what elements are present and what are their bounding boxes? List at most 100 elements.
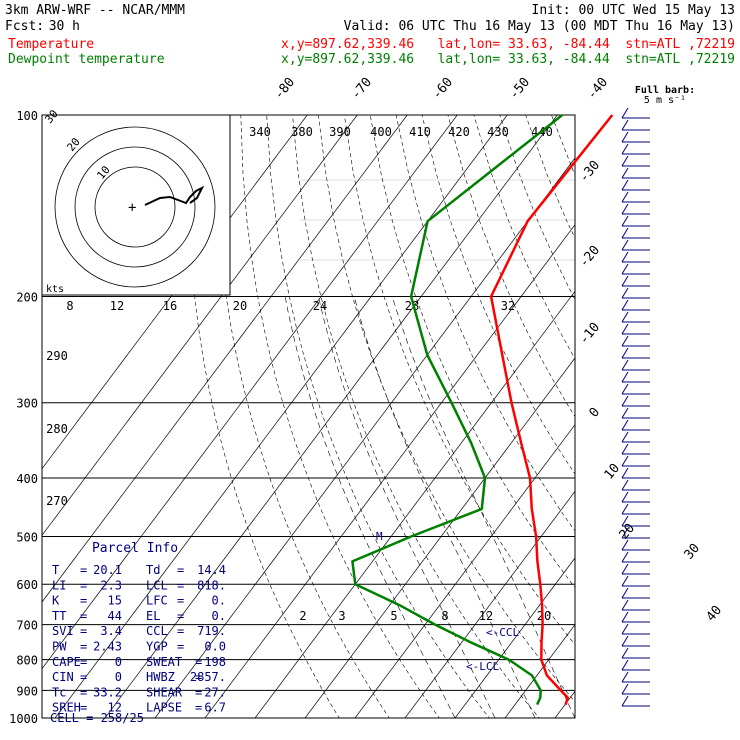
skewt-grid [41,114,576,719]
wind-barb-flag [621,455,629,467]
wind-barb-flag [621,563,629,575]
hodograph-units: kts [46,284,64,295]
parcel-info-equals: = [177,563,184,577]
wind-barb-flag [621,647,629,659]
wind-barb-flag [621,587,629,599]
moist-adiabat [353,296,536,718]
pressure-label: 900 [16,684,38,698]
hodograph-ring [74,146,196,268]
pressure-label: 300 [16,397,38,411]
hodograph-origin: + [128,200,136,216]
wind-barb-flag [621,143,629,155]
fcst-value: 30 h [49,19,80,34]
parcel-info-equals: = [177,578,184,592]
parcel-info-equals: = [80,624,87,638]
wind-barb-flag [621,263,629,275]
hodograph-frame [41,114,231,296]
grid-lines [42,115,575,718]
parcel-info-k1: TT [52,609,66,623]
parcel-info-k2: HWBZ [146,670,175,684]
wind-barbs [621,107,650,707]
parcel-info-v2: 0. [212,594,226,608]
parcel-info-v1: 0 [115,655,122,669]
wind-barb-flag [621,611,629,623]
parcel-info-equals: = [80,640,87,654]
lcl-marker: <-LCL [466,660,499,673]
fcst-label: Fcst: [5,19,44,34]
wind-barb-flag [621,671,629,683]
wind-barb-flag [621,395,629,407]
parcel-info-v1: 12 [108,701,122,715]
theta-label: 400 [370,125,392,139]
isotherm-line [42,115,408,603]
theta-label: 420 [448,125,470,139]
mixing-ratio-label: 2 [299,609,306,623]
pressure-label: 200 [16,291,38,305]
pressure-label: 600 [16,578,38,592]
parcel-info-equals: = [177,594,184,608]
parcel-info-k2: LFC [146,594,168,608]
isotherm-line [504,624,575,718]
parcel-info-v2: 6.7 [204,701,226,715]
isotherm-line [254,290,575,718]
wind-barb-flag [621,335,629,347]
dewpoint-profile [351,114,564,706]
wind-barb-flag [621,695,629,707]
wind-barb-flag [621,275,629,287]
wind-barb-flag [621,551,629,563]
hodograph-ring [54,126,216,288]
isotherm-line [454,557,575,718]
parcel-info-k1: SVI [52,624,74,638]
parcel-info-k1: PW [52,640,67,654]
parcel-info-v2: 198 [204,655,226,669]
parcel-info-v1: 44 [108,609,122,623]
parcel-info-k1: Tc [52,685,66,699]
parcel-info-equals: = [195,655,202,669]
hodograph-speed-label: 16 [163,299,177,313]
cell-motion: CELL = 258/25 [50,711,144,725]
pressure-label: 700 [16,619,38,633]
wind-barb-flag [621,659,629,671]
parcel-info-equals: = [80,578,87,592]
wind-barb-flag [621,203,629,215]
dry-adiabat [318,115,575,703]
hodograph-speed-label: 24 [313,299,327,313]
wind-barb-flag [621,323,629,335]
dry-adiabat [240,115,440,718]
theta-label-left: 270 [46,494,68,508]
wind-barb-flag [621,575,629,587]
pressure-label: 100 [16,109,38,123]
parcel-info-v1: 3.4 [100,624,122,638]
parcel-info-k2: CCL [146,624,168,638]
parcel-info-title: Parcel Info [92,541,178,556]
temperature-location: x,y=897.62,339.46 lat,lon= 33.63, -84.44… [281,37,735,52]
mixing-ratio-label: 20 [537,609,551,623]
wind-barb-flag [621,107,629,119]
dry-adiabat [187,115,340,718]
wind-barb-flag [621,119,629,131]
mixing-ratio-label: 3 [338,609,345,623]
wind-barb-flag [621,179,629,191]
parcel-info-v2: 719. [197,624,226,638]
wind-barb-flag [621,683,629,695]
mixing-ratio-label: 8 [441,609,448,623]
wind-barb-flag [621,539,629,551]
parcel-info-v1: 33.2 [93,685,122,699]
wind-barb-flag [621,623,629,635]
parcel-info-v2: 2857. [190,670,226,684]
wind-barb-flag [621,347,629,359]
parcel-info-k1: CIN [52,670,74,684]
mixing-ratio-label: 12 [479,609,493,623]
model-title: 3km ARW-WRF -- NCAR/MMM [5,3,185,18]
theta-label: 380 [291,125,313,139]
wind-barb-flag [621,287,629,299]
isotherm-line [354,424,575,718]
init-time: Init: 00 UTC Wed 15 May 13 [532,3,736,18]
parcel-info-k2: LCL [146,578,168,592]
m-marker: M [376,530,383,543]
mixing-ratio-label: 5 [390,609,397,623]
moist-adiabat [391,296,575,718]
pressure-label: 1000 [9,712,38,726]
hodograph-ring [94,166,176,248]
